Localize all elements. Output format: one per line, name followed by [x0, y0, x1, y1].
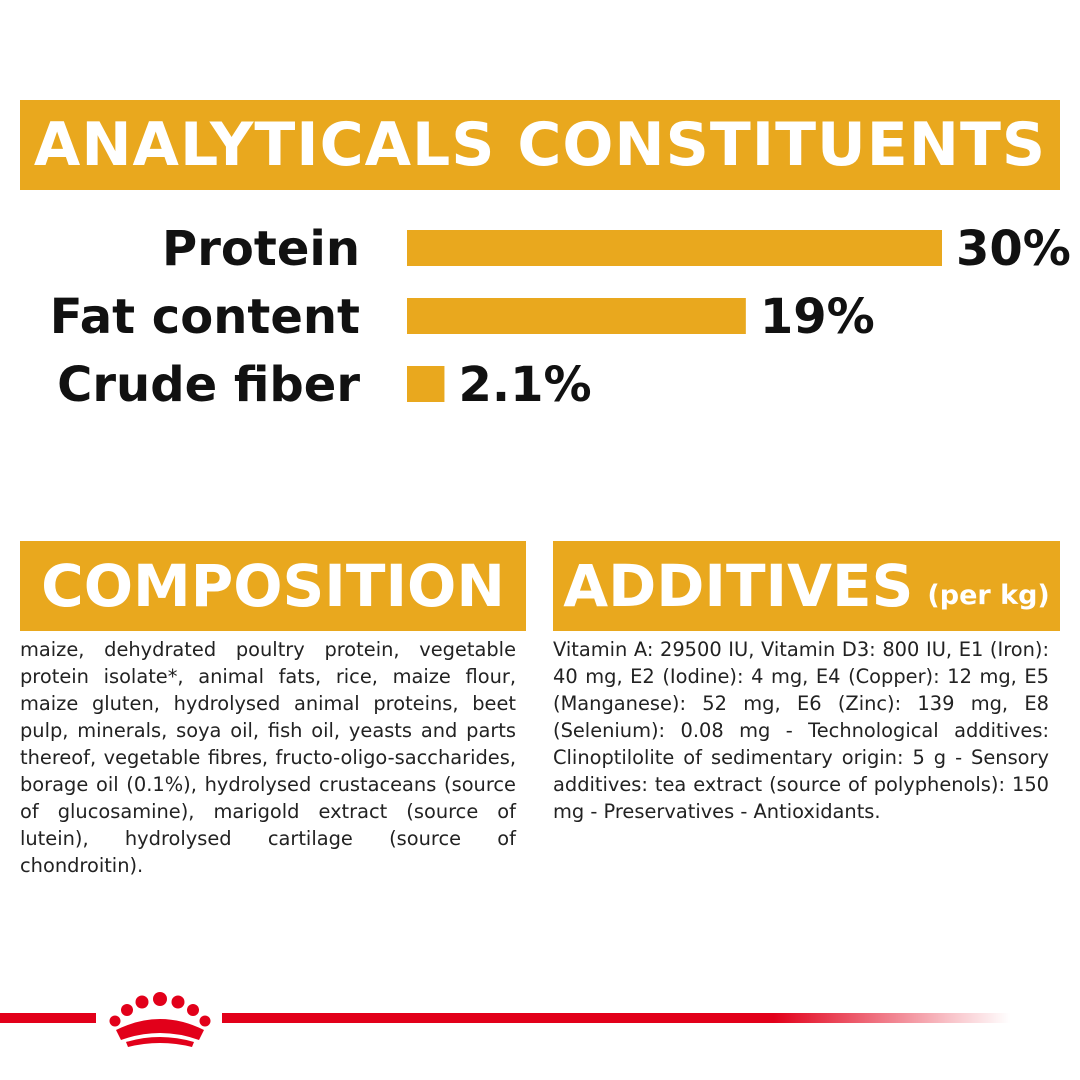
composition-heading: COMPOSITION	[20, 541, 526, 631]
brand-footer	[0, 990, 1080, 1050]
bar-protein	[407, 230, 942, 266]
additives-heading-text: ADDITIVES	[563, 552, 914, 620]
bar-label-crude-fiber: Crude fiber	[57, 357, 360, 410]
analytical-heading-text: ANALYTICALS CONSTITUENTS	[33, 110, 1047, 180]
composition-heading-text: COMPOSITION	[41, 552, 505, 620]
additives-per-kg-label: (per kg)	[927, 579, 1050, 611]
bar-value-protein: 30%	[956, 221, 1071, 277]
bar-value-crude-fiber: 2.1%	[458, 357, 591, 410]
crown-icon	[109, 992, 211, 1047]
footer-red-line-right	[222, 1013, 1010, 1023]
bar-crude-fiber	[407, 366, 445, 402]
analytical-constituents-heading: ANALYTICALS CONSTITUENTS	[20, 100, 1060, 190]
footer-red-line-left	[0, 1013, 96, 1023]
bar-label-fat-content: Fat content	[50, 289, 360, 345]
composition-text: maize, dehydrated poultry protein, veget…	[20, 638, 516, 877]
bar-value-fat-content: 19%	[760, 289, 875, 345]
bar-label-protein: Protein	[162, 221, 360, 277]
analytical-bar-chart: Protein 30% Fat content 19% Crude fiber 2.1%	[50, 221, 1071, 410]
additives-text: Vitamin A: 29500 IU, Vitamin D3: 800 IU,…	[553, 638, 1049, 823]
additives-heading: ADDITIVES (per kg)	[553, 541, 1060, 631]
bar-fat-content	[407, 298, 746, 334]
